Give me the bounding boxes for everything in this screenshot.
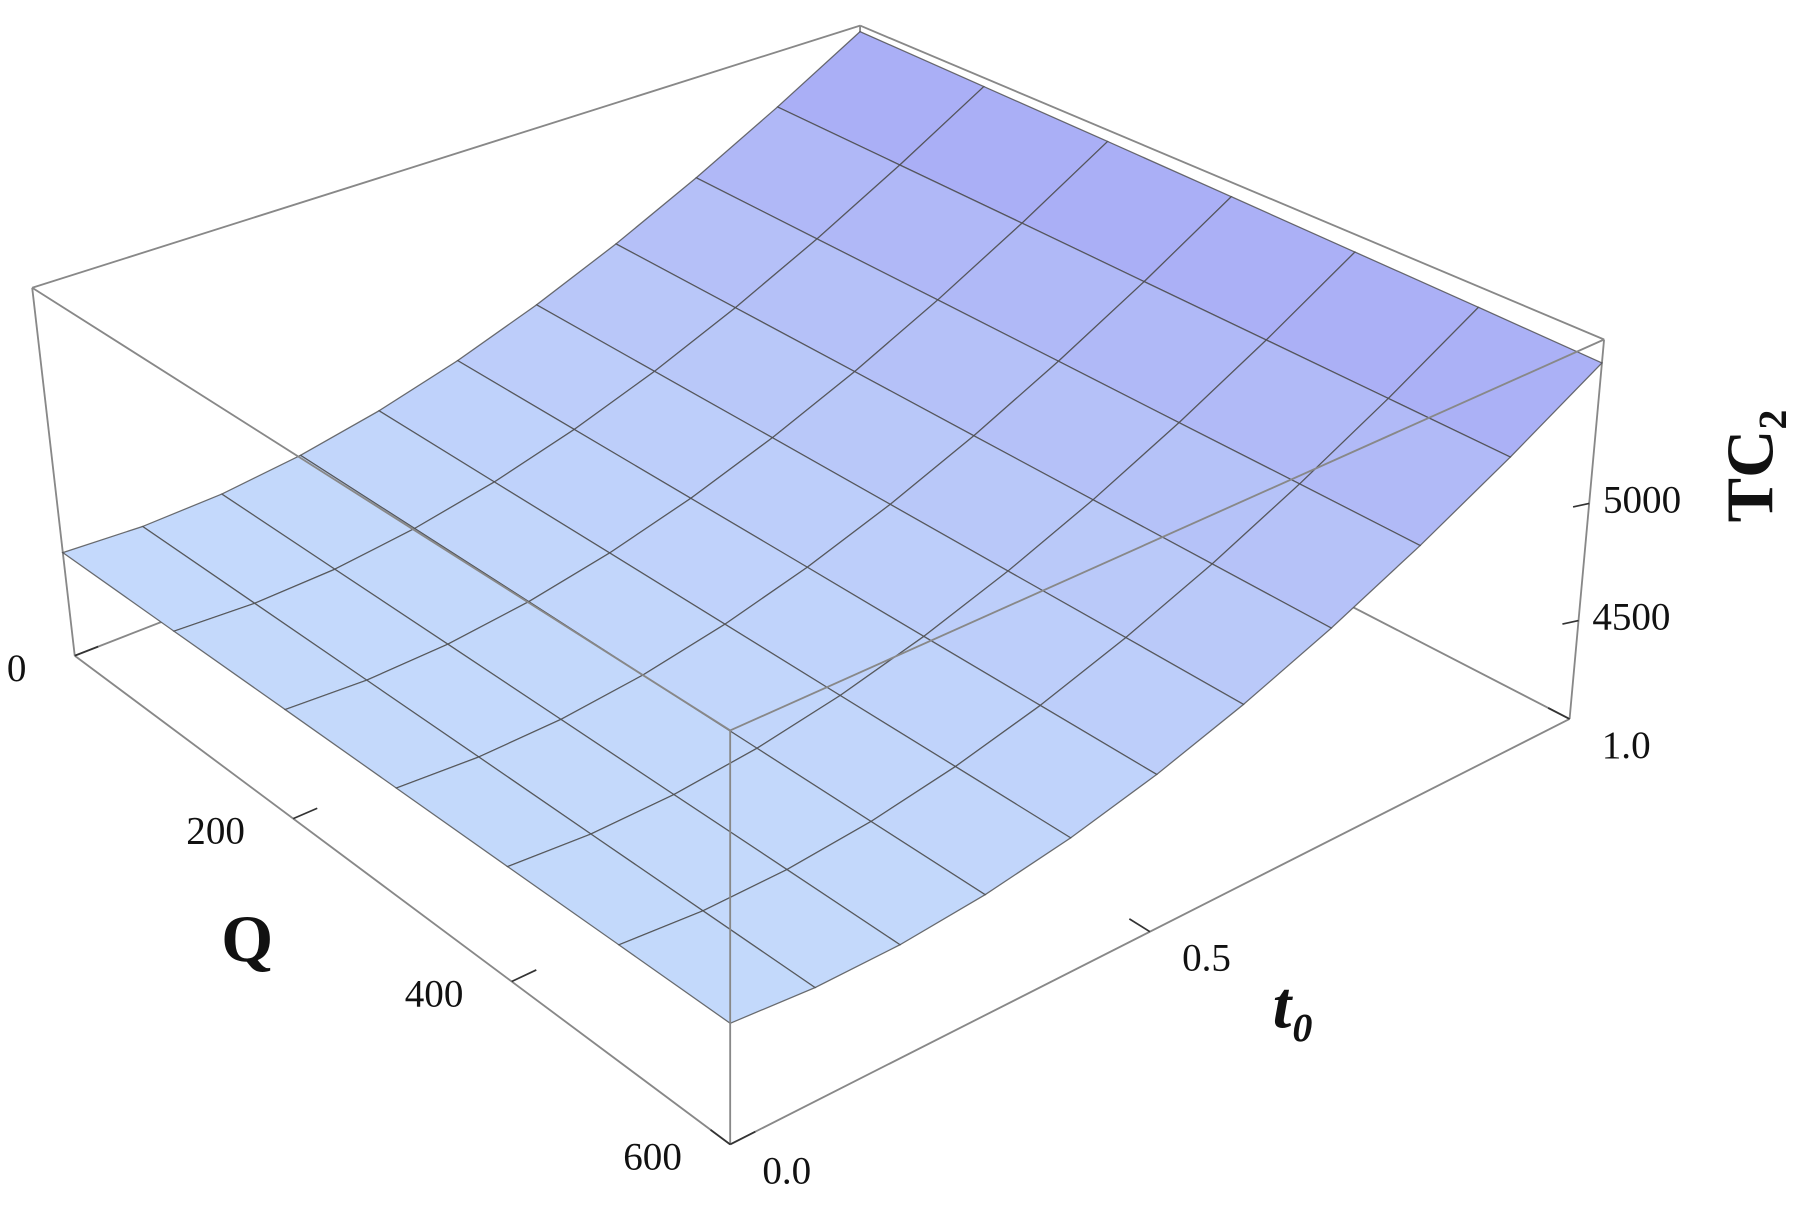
box-edge [859, 24, 1605, 341]
box-edge-front [74, 654, 731, 1146]
box-edge [1568, 339, 1605, 720]
x-tick-label: 0 [7, 647, 27, 690]
z-tick [1572, 502, 1590, 508]
z-axis-label: TC₂ [1714, 410, 1787, 523]
surface-patch [617, 910, 817, 1025]
y-tick-label: 0.0 [762, 1149, 811, 1192]
box-edge-front [31, 286, 731, 732]
y-axis-label: t₀ [1273, 969, 1315, 1042]
y-tick-label: 1.0 [1602, 724, 1651, 767]
x-tick [511, 969, 537, 983]
x-tick-label: 600 [623, 1135, 682, 1178]
x-axis-label: Q [221, 903, 273, 976]
x-tick-label: 400 [405, 973, 464, 1016]
y-tick [1128, 918, 1151, 933]
y-tick-label: 0.5 [1182, 937, 1231, 980]
z-tick [1562, 619, 1579, 625]
box-edge-front [729, 338, 1605, 732]
x-tick [292, 807, 318, 820]
y-tick [1547, 707, 1570, 720]
box-edge [31, 287, 76, 656]
y-tick [709, 1129, 731, 1146]
z-tick-label: 4500 [1592, 596, 1670, 639]
x-tick [729, 1130, 756, 1146]
x-tick-label: 200 [186, 810, 245, 853]
z-tick-label: 5000 [1603, 478, 1681, 521]
x-tick [74, 645, 99, 657]
box-edge [31, 24, 861, 289]
